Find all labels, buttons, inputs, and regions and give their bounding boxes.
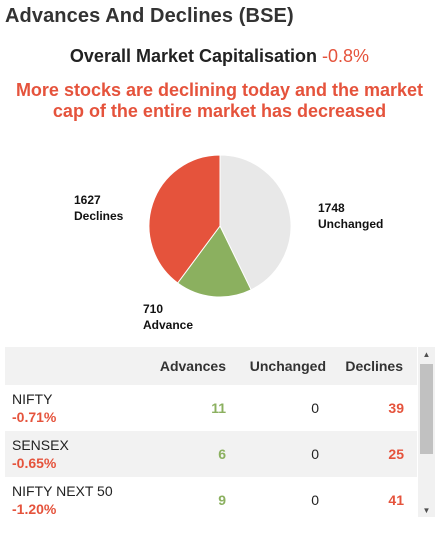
unchanged-cell: 0	[240, 431, 340, 477]
scroll-up-arrow-icon[interactable]: ▲	[422, 349, 431, 359]
advance-count: 710	[143, 302, 164, 316]
declines-label: 1627 Declines	[74, 192, 123, 224]
pie-chart-svg	[148, 154, 292, 298]
advance-decline-pie-chart: 1627 Declines 1748 Unchanged 710 Advance	[0, 140, 439, 340]
unchanged-cell: 0	[311, 400, 319, 416]
table-row[interactable]: NIFTY NEXT 50 -1.20% 9 0 41	[5, 477, 417, 517]
table-header-row: Advances Unchanged Declines	[5, 347, 417, 385]
widget-title: Advances And Declines (BSE)	[5, 5, 294, 27]
declines-name: Declines	[74, 209, 124, 223]
pie-slice-declines[interactable]	[148, 154, 221, 284]
index-name[interactable]: SENSEX	[12, 437, 69, 453]
index-breadth-table: Advances Unchanged Declines NIFTY -0.71%…	[5, 347, 417, 517]
pie-slice-unchanged[interactable]	[219, 154, 292, 291]
scroll-down-arrow-icon[interactable]: ▼	[422, 505, 431, 515]
index-change: -1.20%	[12, 501, 57, 517]
index-change: -0.65%	[12, 455, 57, 471]
pie-slice-advance[interactable]	[176, 225, 252, 298]
declines-cell: 39	[388, 400, 404, 416]
advances-cell: 9	[218, 492, 226, 508]
column-header-unchanged[interactable]: Unchanged	[240, 347, 340, 385]
column-header-declines[interactable]: Declines	[340, 347, 417, 385]
advances-cell: 6	[145, 431, 240, 477]
declines-count: 1627	[74, 193, 101, 207]
index-cell: SENSEX -0.65%	[5, 431, 145, 477]
unchanged-name: Unchanged	[318, 217, 384, 231]
index-name[interactable]: NIFTY	[12, 391, 53, 407]
index-cell: NIFTY NEXT 50 -1.20%	[5, 477, 145, 517]
unchanged-cell: 0	[311, 492, 319, 508]
declines-cell: 41	[388, 492, 404, 508]
market-cap-label: Overall Market Capitalisation	[69, 46, 318, 66]
table-scrollbar[interactable]: ▲ ▼	[418, 347, 435, 517]
table-row[interactable]: SENSEX -0.65% 6 0 25	[5, 431, 417, 477]
advance-label: 710 Advance	[143, 301, 193, 333]
market-cap-summary: Overall Market Capitalisation -0.8%	[0, 46, 439, 67]
column-header-index	[5, 347, 145, 385]
index-name[interactable]: NIFTY NEXT 50	[12, 483, 113, 499]
advances-cell: 11	[211, 400, 226, 416]
unchanged-label: 1748 Unchanged	[318, 200, 383, 232]
table-row[interactable]: NIFTY -0.71% 11 0 39	[5, 385, 417, 431]
market-cap-value: -0.8%	[322, 46, 370, 66]
index-cell: NIFTY -0.71%	[5, 385, 145, 431]
declines-cell: 25	[340, 431, 417, 477]
scrollbar-thumb[interactable]	[420, 364, 433, 454]
advance-name: Advance	[143, 318, 194, 332]
column-header-advances[interactable]: Advances	[145, 347, 240, 385]
unchanged-count: 1748	[318, 201, 345, 215]
index-breadth-table-container: Advances Unchanged Declines NIFTY -0.71%…	[5, 347, 435, 517]
market-message: More stocks are declining today and the …	[15, 80, 424, 121]
index-change: -0.71%	[12, 409, 57, 425]
